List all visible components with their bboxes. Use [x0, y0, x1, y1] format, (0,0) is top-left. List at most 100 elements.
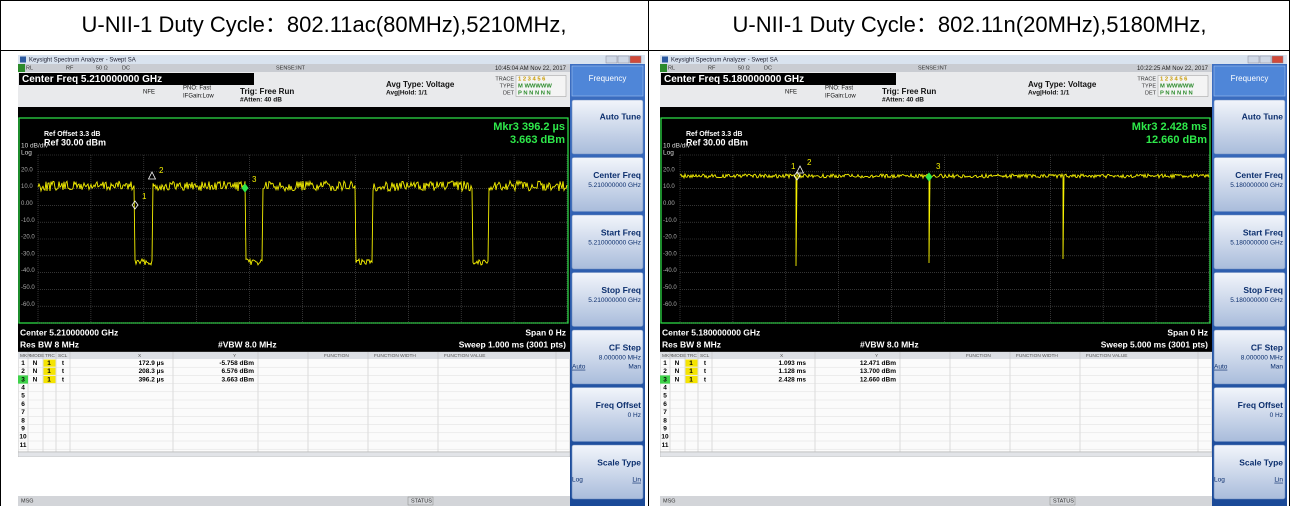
marker-label: 1	[791, 162, 796, 171]
status-bar	[660, 496, 1212, 506]
softkey-label: CF Step	[1251, 342, 1283, 352]
marker-cell: 11	[20, 442, 27, 449]
softkey-label: Freq Offset	[1238, 400, 1284, 410]
softkey-value: 0 Hz	[1270, 412, 1283, 419]
marker-cell: 10	[661, 434, 669, 441]
column-header: SCL	[58, 353, 68, 359]
marker-cell: 172.9 µs	[139, 360, 165, 367]
trace-cell	[43, 359, 56, 367]
trace-cell	[43, 375, 56, 384]
marker-cell: 208.3 µs	[139, 368, 165, 375]
graph-footer: Sweep 1.000 ms (3001 pts)	[459, 339, 566, 349]
y-axis-label: 10.0	[663, 184, 675, 190]
status-item: DC	[122, 66, 130, 72]
softkey-option: Lin	[632, 477, 641, 484]
softkey-value: 8.000000 MHz	[1241, 355, 1283, 362]
marker-cell: N	[675, 376, 680, 383]
marker-cell: 9	[21, 426, 25, 433]
setting: Trig: Free Run	[882, 87, 936, 96]
scale: 10 dB/div	[663, 143, 691, 150]
trace	[37, 179, 568, 266]
marker-cell: 1.128 ms	[779, 368, 807, 375]
marker-cell: N	[675, 368, 680, 375]
trace-info-label: TRACE	[495, 76, 514, 82]
center-freq-box	[19, 73, 254, 85]
trace-info-label: DET	[1145, 90, 1157, 96]
setting: Avg|Hold: 1/1	[386, 90, 428, 97]
column-header: Y	[233, 353, 237, 359]
column-header: X	[780, 353, 784, 359]
analyzer-screenshot: Keysight Spectrum Analyzer - Swept SA RL R…	[660, 55, 1287, 506]
marker-cell: 4	[663, 385, 667, 392]
y-axis-label: -10.0	[21, 218, 35, 224]
marker-cell: 6	[663, 401, 667, 408]
datetime: 10:45:04 AM Nov 22, 2017	[495, 66, 567, 72]
gap	[18, 457, 570, 496]
softkey	[571, 99, 644, 155]
status-item: DC	[764, 66, 772, 72]
marker-cell: 1	[663, 360, 667, 367]
softkey-label: Center Freq	[1235, 170, 1283, 180]
graph-footer: Res BW 8 MHz	[662, 339, 721, 349]
trace-info: P N N N N N	[518, 91, 551, 97]
marker-cell: 1	[47, 376, 51, 383]
column-header: FUNCTION	[324, 353, 349, 359]
status-box	[407, 496, 434, 506]
column-header: MKR	[662, 353, 673, 359]
softkey	[1213, 99, 1286, 155]
marker-cell: 8	[663, 417, 667, 424]
softkey	[1213, 329, 1286, 385]
softkey-label: Auto Tune	[600, 111, 642, 121]
softkey-option: Auto	[1214, 364, 1228, 371]
y-axis-label: -40.0	[21, 268, 35, 274]
window-button	[1259, 55, 1272, 64]
marker-cell: N	[33, 376, 38, 383]
marker-cell: t	[704, 368, 707, 375]
softkey	[571, 157, 644, 212]
softkey-option: Log	[572, 477, 583, 484]
softkey-value: 5.180000000 GHz	[1230, 182, 1283, 189]
window-button	[605, 55, 618, 64]
status-item: RL	[668, 66, 675, 72]
column-header: FUNCTION VALUE	[444, 353, 486, 359]
center-freq-title: Center Freq 5.210000000 GHz	[22, 74, 162, 85]
marker-cell: 12.660 dBm	[860, 376, 896, 383]
graph-footer: Span 0 Hz	[1167, 327, 1208, 337]
status-item: RF	[708, 66, 716, 72]
scale: 10 dB/div	[21, 143, 49, 150]
column-header: TRC	[45, 353, 55, 359]
marker-cell: 5	[663, 393, 667, 400]
marker-cell: 1.093 ms	[779, 360, 807, 367]
marker-cell: 6	[21, 401, 25, 408]
graph-area	[660, 107, 1212, 381]
marker-cell: N	[675, 360, 680, 367]
softkey-label: Freq Offset	[596, 400, 642, 410]
softkey-label: Stop Freq	[601, 285, 641, 295]
status-item: 50 Ω	[96, 66, 108, 72]
softkey	[571, 387, 644, 442]
scrollbar	[18, 451, 571, 458]
column-header: MKR	[20, 353, 31, 359]
marker-cell: 1	[689, 360, 693, 367]
softkey-label: Scale Type	[597, 457, 641, 467]
trace-cell	[685, 375, 698, 384]
row-divider	[0, 50, 1290, 51]
status-item: 50 Ω	[738, 66, 750, 72]
marker-cell: 12.471 dBm	[860, 360, 896, 367]
trace-info: M WWWWW	[518, 84, 552, 90]
softkey-value: 5.180000000 GHz	[1230, 297, 1283, 304]
column-header: X	[138, 353, 142, 359]
marker-cell: 1	[689, 376, 693, 383]
marker-cell: 8	[21, 417, 25, 424]
setting: PNO: Fast	[183, 86, 211, 92]
window-button	[1247, 55, 1260, 64]
status-box	[1049, 496, 1076, 506]
marker-readout: 12.660 dBm	[1146, 134, 1207, 146]
softkey	[571, 444, 644, 500]
marker-cell: 10	[19, 434, 27, 441]
trace-cell	[685, 359, 698, 367]
softkey-option: Log	[1214, 477, 1225, 484]
graph-footer: Sweep 5.000 ms (3001 pts)	[1101, 339, 1208, 349]
marker-cell: 4	[21, 385, 25, 392]
